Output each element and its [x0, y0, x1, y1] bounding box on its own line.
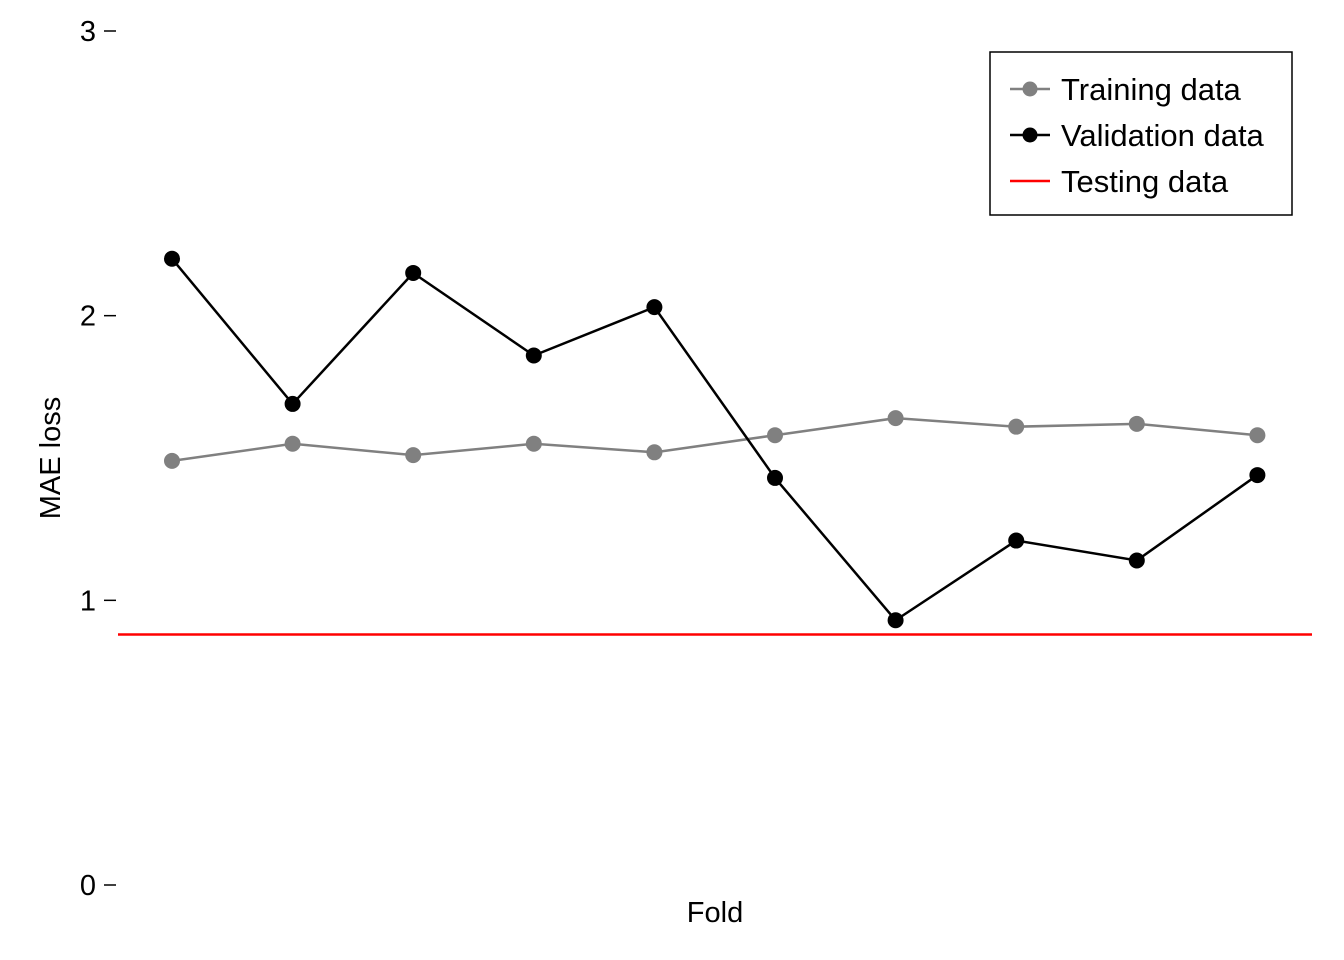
validation-data-point [887, 612, 904, 629]
training-data-point [887, 410, 904, 427]
series-layer [164, 250, 1266, 629]
legend-swatch-marker [1022, 81, 1038, 97]
validation-data-point [164, 250, 180, 267]
legend-item-validation-data: Validation data [1010, 118, 1265, 153]
legend-label: Validation data [1061, 118, 1265, 153]
legend-label: Training data [1061, 72, 1242, 107]
validation-data-point [1249, 467, 1266, 484]
validation-data-point [405, 264, 422, 281]
training-data-point [767, 427, 783, 444]
validation-data-point [1008, 532, 1025, 549]
y-tick-label: 2 [80, 301, 96, 333]
training-data-line [171, 416, 1258, 463]
y-tick-label: 1 [80, 585, 96, 617]
training-data-point [1249, 427, 1266, 444]
validation-data-series [164, 250, 1266, 629]
legend-item-training-data: Training data [1010, 72, 1242, 107]
validation-data-point [525, 347, 542, 364]
legend-swatch-marker [1022, 127, 1038, 143]
y-tick-label: 3 [80, 16, 96, 48]
legend-box [989, 51, 1293, 216]
training-data-point [525, 435, 542, 452]
training-data-point [164, 452, 180, 469]
validation-data-point [646, 299, 663, 316]
validation-data-point [284, 395, 301, 412]
y-axis-label: MAE loss [35, 397, 67, 519]
training-data-series [164, 410, 1266, 469]
y-axis: 0 1 2 3 [80, 16, 116, 902]
validation-data-point [1128, 552, 1145, 569]
validation-data-point [767, 469, 783, 486]
x-axis-label: Fold [687, 897, 743, 929]
training-data-point [1128, 415, 1145, 432]
training-data-point [405, 447, 422, 464]
legend-label: Testing data [1061, 164, 1229, 199]
training-data-point [1008, 418, 1025, 435]
legend: Training data Validation data Testing data [989, 51, 1293, 216]
y-tick-label: 0 [80, 870, 96, 902]
validation-data-line [171, 257, 1259, 622]
legend-item-testing-data: Testing data [1010, 164, 1229, 199]
training-data-point [646, 444, 663, 461]
training-data-point [284, 435, 301, 452]
